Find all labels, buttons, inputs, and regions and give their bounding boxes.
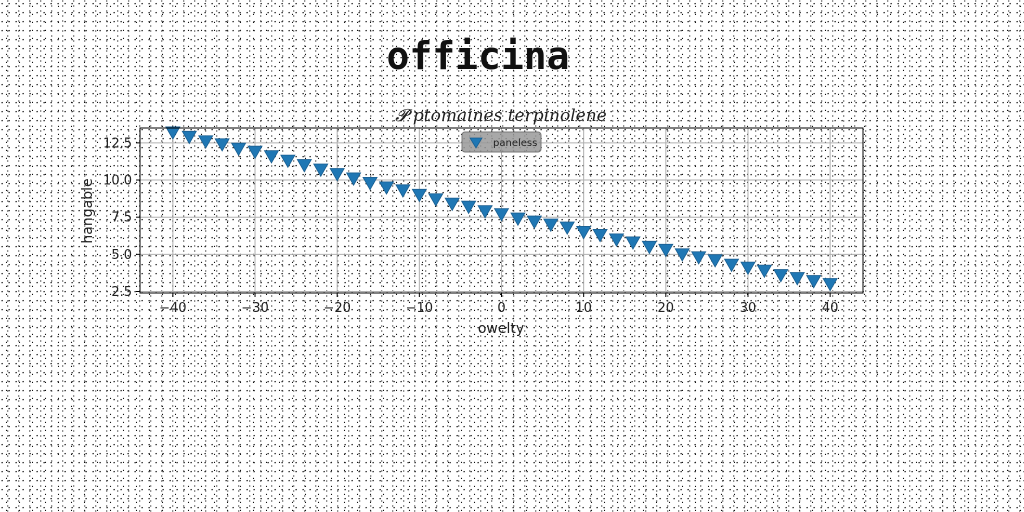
data-point bbox=[822, 278, 838, 292]
data-point bbox=[690, 251, 707, 265]
figure-title: officina bbox=[386, 34, 570, 78]
data-point bbox=[806, 275, 822, 289]
y-tick-label: 12.5 bbox=[103, 136, 132, 151]
data-point bbox=[378, 181, 395, 195]
data-point bbox=[165, 126, 181, 140]
data-point bbox=[674, 248, 690, 262]
data-point bbox=[559, 221, 575, 236]
x-tick-label: 40 bbox=[822, 301, 839, 316]
data-point bbox=[658, 243, 674, 258]
data-point bbox=[608, 233, 625, 247]
x-tick-label: −30 bbox=[241, 301, 268, 316]
y-tick-label: 7.5 bbox=[111, 211, 132, 226]
data-point bbox=[575, 226, 592, 240]
axis-ticks: −40 −30 −20 −10 0 10 20 30 40 2.5 5.0 7.5 10.0 12.5 bbox=[103, 136, 838, 316]
data-point bbox=[444, 197, 460, 212]
x-axis-label: owelty bbox=[478, 321, 524, 337]
data-point bbox=[756, 264, 773, 279]
data-point bbox=[296, 159, 313, 173]
data-point bbox=[641, 240, 658, 255]
data-point bbox=[362, 177, 378, 191]
data-point bbox=[625, 236, 641, 250]
y-axis-label: hangable bbox=[80, 178, 96, 243]
data-markers bbox=[165, 126, 838, 292]
data-point bbox=[543, 218, 559, 233]
x-tick-label: 20 bbox=[658, 301, 675, 316]
data-point bbox=[230, 142, 247, 157]
data-point bbox=[740, 261, 756, 276]
data-point bbox=[313, 163, 329, 178]
data-point bbox=[510, 212, 526, 227]
chart-title: 𝓟 ptomaines terpinolene bbox=[395, 106, 606, 126]
data-point bbox=[789, 272, 805, 286]
data-point bbox=[395, 184, 411, 198]
data-point bbox=[345, 172, 362, 186]
x-tick-label: −40 bbox=[159, 301, 186, 316]
data-point bbox=[773, 269, 789, 283]
x-tick-label: −20 bbox=[323, 301, 350, 316]
data-point bbox=[723, 258, 740, 273]
data-point bbox=[477, 205, 493, 219]
data-point bbox=[214, 138, 230, 152]
data-point bbox=[198, 135, 214, 149]
data-point bbox=[181, 130, 197, 145]
y-tick-label: 10.0 bbox=[103, 174, 132, 189]
x-tick-label: 30 bbox=[740, 301, 757, 316]
data-point bbox=[428, 193, 444, 207]
data-point bbox=[263, 150, 280, 164]
data-point bbox=[411, 188, 428, 203]
legend-marker-triangle-down-icon bbox=[469, 137, 483, 149]
data-point bbox=[493, 208, 510, 222]
legend: paneless bbox=[461, 131, 542, 153]
y-tick-label: 5.0 bbox=[111, 248, 132, 263]
data-point bbox=[526, 215, 543, 230]
x-tick-label: 10 bbox=[575, 301, 592, 316]
x-tick-label: −10 bbox=[406, 301, 433, 316]
y-tick-label: 2.5 bbox=[111, 285, 132, 300]
legend-label: paneless bbox=[493, 138, 537, 149]
data-point bbox=[592, 229, 608, 243]
data-point bbox=[247, 145, 263, 160]
data-point bbox=[280, 154, 296, 169]
data-point bbox=[329, 168, 345, 182]
x-tick-label: 0 bbox=[497, 301, 505, 316]
legend-box bbox=[461, 131, 542, 153]
data-point bbox=[460, 200, 477, 215]
data-point bbox=[707, 254, 723, 268]
